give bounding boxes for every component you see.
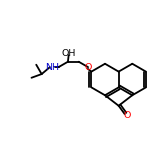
Text: O: O [84, 63, 92, 72]
Text: O: O [123, 111, 131, 120]
Text: NH: NH [46, 63, 60, 72]
Text: OH: OH [61, 50, 76, 58]
